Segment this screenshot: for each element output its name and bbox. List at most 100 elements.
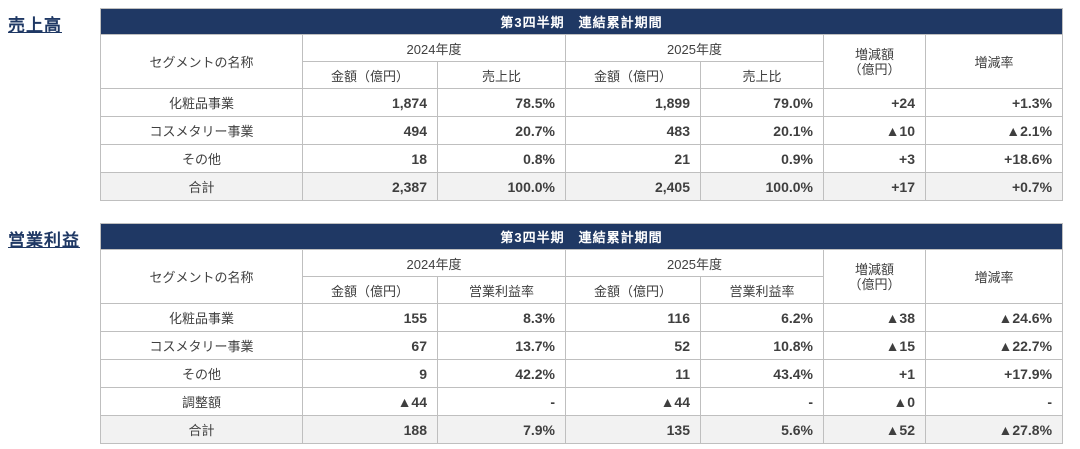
section-label-sales: 売上高: [8, 16, 62, 35]
col-header-diff-amount: 増減額 （億円）: [823, 249, 926, 304]
operating-income-block: 営業利益 第3四半期 連結累計期間 セグメントの名称 2024年度 2025年度…: [8, 223, 1070, 444]
value-cell: 8.3%: [437, 303, 566, 332]
value-cell: ▲2.1%: [924, 116, 1064, 145]
value-cell: 10.8%: [700, 331, 824, 360]
value-cell: +0.7%: [924, 172, 1064, 201]
table-title: 第3四半期 連結累計期間: [99, 8, 1064, 35]
value-cell: 5.6%: [700, 415, 824, 444]
value-cell: 21: [565, 144, 701, 173]
value-cell: 42.2%: [437, 359, 566, 388]
value-cell: 67: [302, 331, 438, 360]
value-cell: +3: [823, 144, 926, 173]
col-header-segment: セグメントの名称: [100, 249, 303, 304]
value-cell: ▲44: [565, 387, 701, 416]
segment-name-cell: 化粧品事業: [100, 88, 303, 117]
value-cell: +1.3%: [924, 88, 1064, 117]
value-cell: +1: [823, 359, 926, 388]
value-cell: 100.0%: [437, 172, 566, 201]
col-subheader-margin-2025: 営業利益率: [700, 276, 824, 304]
value-cell: ▲22.7%: [924, 331, 1064, 360]
sales-table: 第3四半期 連結累計期間 セグメントの名称 2024年度 2025年度 増減額 …: [99, 8, 1064, 201]
segment-name-cell: その他: [100, 359, 303, 388]
value-cell: 116: [565, 303, 701, 332]
value-cell: ▲15: [823, 331, 926, 360]
total-row: 合計 2,387 100.0% 2,405 100.0% +17 +0.7%: [100, 172, 1064, 201]
segment-name-cell: 調整額: [100, 387, 303, 416]
value-cell: -: [924, 387, 1064, 416]
value-cell: -: [700, 387, 824, 416]
diff-amount-label-line1: 増減額: [854, 261, 894, 277]
col-subheader-ratio-2025: 売上比: [700, 61, 824, 89]
value-cell: 52: [565, 331, 701, 360]
value-cell: 0.9%: [700, 144, 824, 173]
col-header-year-2025: 2025年度: [565, 34, 824, 62]
col-header-diff-rate: 増減率: [924, 249, 1064, 304]
col-subheader-ratio-2024: 売上比: [437, 61, 566, 89]
value-cell: 0.8%: [437, 144, 566, 173]
value-cell: 18: [302, 144, 438, 173]
value-cell: 7.9%: [437, 415, 566, 444]
value-cell: ▲27.8%: [924, 415, 1064, 444]
col-subheader-amount-2025: 金額（億円）: [565, 61, 701, 89]
value-cell: ▲44: [302, 387, 438, 416]
value-cell: 20.1%: [700, 116, 824, 145]
col-subheader-amount-2025: 金額（億円）: [565, 276, 701, 304]
value-cell: 1,899: [565, 88, 701, 117]
col-header-year-2024: 2024年度: [302, 249, 566, 277]
segment-name-cell: 合計: [100, 415, 303, 444]
diff-amount-label-line2: （億円）: [848, 61, 901, 77]
table-row: 化粧品事業 1,874 78.5% 1,899 79.0% +24 +1.3%: [100, 88, 1064, 117]
value-cell: 135: [565, 415, 701, 444]
table-row: 化粧品事業 155 8.3% 116 6.2% ▲38 ▲24.6%: [100, 303, 1064, 332]
table-row: コスメタリー事業 67 13.7% 52 10.8% ▲15 ▲22.7%: [100, 331, 1064, 360]
col-subheader-amount-2024: 金額（億円）: [302, 61, 438, 89]
sales-block: 売上高 第3四半期 連結累計期間 セグメントの名称 2024年度 2025年度 …: [8, 8, 1070, 201]
operating-income-table-body: 化粧品事業 155 8.3% 116 6.2% ▲38 ▲24.6% コスメタリー事業 67 13…: [100, 303, 1064, 444]
table-row: その他 18 0.8% 21 0.9% +3 +18.6%: [100, 144, 1064, 173]
value-cell: ▲10: [823, 116, 926, 145]
value-cell: 43.4%: [700, 359, 824, 388]
value-cell: 188: [302, 415, 438, 444]
value-cell: 100.0%: [700, 172, 824, 201]
value-cell: ▲0: [823, 387, 926, 416]
table-row: コスメタリー事業 494 20.7% 483 20.1% ▲10 ▲2.1%: [100, 116, 1064, 145]
segment-name-cell: コスメタリー事業: [100, 331, 303, 360]
col-header-segment: セグメントの名称: [100, 34, 303, 89]
value-cell: 11: [565, 359, 701, 388]
value-cell: +17.9%: [924, 359, 1064, 388]
operating-income-table: 第3四半期 連結累計期間 セグメントの名称 2024年度 2025年度 増減額 …: [99, 223, 1064, 444]
value-cell: ▲52: [823, 415, 926, 444]
value-cell: -: [437, 387, 566, 416]
col-subheader-margin-2024: 営業利益率: [437, 276, 566, 304]
total-row: 合計 188 7.9% 135 5.6% ▲52 ▲27.8%: [100, 415, 1064, 444]
section-label-operating-income: 営業利益: [8, 231, 80, 250]
value-cell: 13.7%: [437, 331, 566, 360]
value-cell: 155: [302, 303, 438, 332]
sales-table-body: 化粧品事業 1,874 78.5% 1,899 79.0% +24 +1.3% コスメタリー事…: [100, 88, 1064, 201]
col-header-year-2024: 2024年度: [302, 34, 566, 62]
value-cell: ▲24.6%: [924, 303, 1064, 332]
value-cell: 483: [565, 116, 701, 145]
col-header-diff-rate: 増減率: [924, 34, 1064, 89]
value-cell: 20.7%: [437, 116, 566, 145]
diff-amount-label-line1: 増減額: [854, 46, 894, 62]
segment-name-cell: コスメタリー事業: [100, 116, 303, 145]
table-row: その他 9 42.2% 11 43.4% +1 +17.9%: [100, 359, 1064, 388]
value-cell: +17: [823, 172, 926, 201]
table-row: 調整額 ▲44- ▲44- ▲0-: [100, 387, 1064, 416]
col-header-diff-amount: 増減額 （億円）: [823, 34, 926, 89]
diff-amount-label-line2: （億円）: [848, 276, 901, 292]
value-cell: 6.2%: [700, 303, 824, 332]
value-cell: ▲38: [823, 303, 926, 332]
segment-name-cell: 合計: [100, 172, 303, 201]
value-cell: 79.0%: [700, 88, 824, 117]
segment-name-cell: その他: [100, 144, 303, 173]
value-cell: 494: [302, 116, 438, 145]
value-cell: 9: [302, 359, 438, 388]
value-cell: 2,405: [565, 172, 701, 201]
value-cell: 2,387: [302, 172, 438, 201]
value-cell: +18.6%: [924, 144, 1064, 173]
col-subheader-amount-2024: 金額（億円）: [302, 276, 438, 304]
col-header-year-2025: 2025年度: [565, 249, 824, 277]
